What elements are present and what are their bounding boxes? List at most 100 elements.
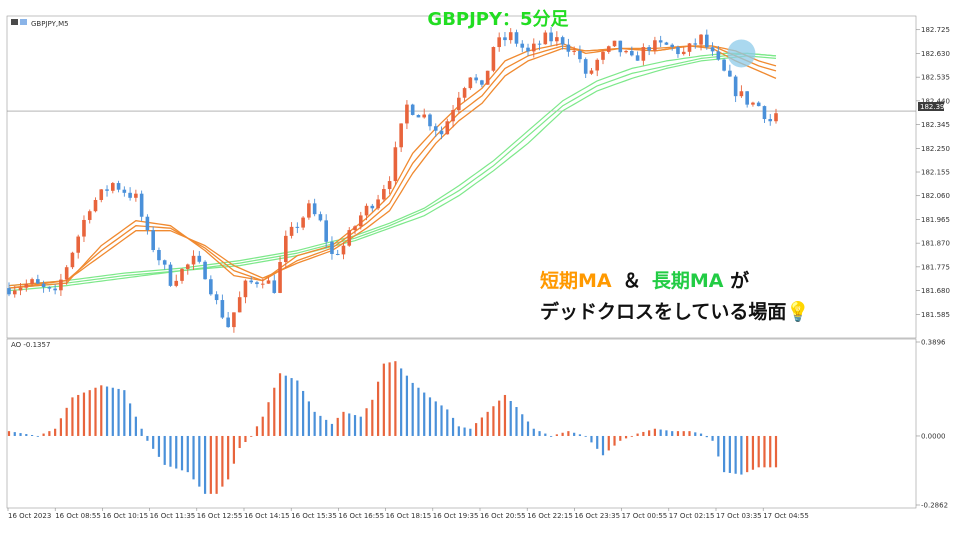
candle-bear bbox=[756, 102, 761, 107]
long-ma-line bbox=[8, 52, 777, 289]
candle-bull bbox=[24, 283, 29, 288]
candle-bull bbox=[612, 40, 617, 47]
candle-bear bbox=[318, 214, 323, 221]
ao-bar bbox=[13, 432, 16, 436]
ao-bar bbox=[630, 435, 633, 437]
candle-bear bbox=[214, 294, 219, 301]
ao-bar bbox=[417, 387, 420, 436]
price-tick-label: 182.725 bbox=[921, 26, 950, 34]
candle-bear bbox=[474, 77, 478, 81]
ao-bar bbox=[244, 435, 247, 442]
candle-bear bbox=[526, 47, 530, 52]
annotation-long-ma: 長期MA bbox=[652, 270, 724, 292]
current-price-label: 182.399 bbox=[920, 103, 949, 111]
candle-bear bbox=[514, 32, 519, 44]
ao-bar bbox=[203, 435, 207, 494]
candle-bull bbox=[87, 211, 92, 220]
time-tick-label: 16 Oct 23:35 bbox=[574, 512, 620, 520]
ao-bar bbox=[129, 403, 132, 436]
candle-bear bbox=[710, 47, 715, 52]
ao-bar bbox=[763, 435, 766, 468]
ao-bar bbox=[584, 435, 587, 437]
symbol-icon bbox=[11, 19, 18, 25]
time-tick-label: 17 Oct 02:15 bbox=[669, 512, 715, 520]
ao-bar bbox=[400, 368, 403, 436]
ao-bar bbox=[77, 394, 80, 436]
candle-bear bbox=[128, 192, 132, 198]
ao-bar bbox=[653, 428, 656, 436]
ao-bar bbox=[705, 435, 708, 438]
candle-bull bbox=[751, 102, 755, 105]
ao-bar bbox=[134, 416, 137, 436]
ao-bar bbox=[555, 434, 558, 436]
candles bbox=[7, 27, 778, 333]
ao-bar bbox=[25, 434, 28, 436]
ao-bar bbox=[117, 388, 120, 436]
price-tick-label: 181.680 bbox=[921, 287, 950, 295]
ao-bar bbox=[503, 394, 507, 436]
moving-averages bbox=[8, 42, 777, 292]
ao-tick-label: 0.0000 bbox=[921, 432, 946, 440]
ao-bar bbox=[722, 435, 726, 473]
ao-bar bbox=[486, 411, 489, 436]
ao-tick-label: -0.2862 bbox=[921, 502, 948, 510]
price-tick-label: 181.585 bbox=[921, 311, 950, 319]
ao-bar bbox=[405, 375, 409, 436]
ao-bar bbox=[423, 392, 426, 436]
candle-bull bbox=[358, 215, 363, 227]
ao-bar bbox=[746, 435, 749, 473]
ao-bar bbox=[267, 402, 270, 436]
time-tick-label: 16 Oct 16:55 bbox=[338, 512, 384, 520]
candle-bull bbox=[387, 181, 392, 190]
ao-bar bbox=[273, 387, 276, 436]
candle-bull bbox=[64, 267, 69, 280]
ao-bar bbox=[676, 431, 680, 436]
ao-bar bbox=[186, 435, 189, 473]
candle-bear bbox=[168, 264, 173, 286]
candle-bear bbox=[7, 288, 11, 295]
candle-bear bbox=[520, 43, 525, 48]
ao-bar bbox=[642, 431, 645, 436]
candle-bear bbox=[162, 260, 167, 265]
ao-bar bbox=[371, 399, 374, 436]
candle-bear bbox=[433, 126, 438, 131]
ao-bar bbox=[232, 435, 236, 464]
ao-bar bbox=[54, 428, 57, 436]
candle-bear bbox=[157, 249, 161, 261]
ao-bar bbox=[624, 435, 628, 439]
ao-bar bbox=[463, 427, 466, 436]
candle-bull bbox=[531, 43, 536, 52]
candle-bull bbox=[405, 104, 409, 124]
ao-bar bbox=[717, 435, 720, 457]
candle-bear bbox=[676, 47, 680, 55]
ao-bar bbox=[446, 409, 449, 436]
time-tick-label: 16 Oct 2023 bbox=[8, 512, 51, 520]
candle-bull bbox=[681, 51, 686, 55]
candle-bear bbox=[658, 40, 663, 43]
candle-bull bbox=[699, 34, 703, 45]
candle-bear bbox=[324, 220, 328, 242]
highlight bbox=[727, 39, 756, 68]
ao-bar bbox=[307, 401, 310, 436]
time-tick-label: 17 Oct 03:35 bbox=[716, 512, 762, 520]
ao-bar bbox=[198, 435, 201, 487]
candle-bull bbox=[30, 279, 34, 284]
ao-bar bbox=[769, 435, 772, 468]
candle-bear bbox=[635, 55, 640, 61]
candle-bear bbox=[330, 241, 334, 254]
ao-bar bbox=[359, 416, 362, 436]
ao-bar bbox=[88, 390, 91, 436]
current-price-box bbox=[918, 102, 944, 111]
candle-bear bbox=[480, 80, 484, 85]
candle-bear bbox=[704, 34, 709, 48]
candle-bull bbox=[462, 88, 467, 98]
candle-bull bbox=[12, 290, 17, 295]
candle-bull bbox=[376, 199, 380, 209]
ao-bar bbox=[578, 434, 582, 436]
candle-bear bbox=[203, 261, 207, 280]
time-tick-label: 16 Oct 11:35 bbox=[150, 512, 196, 520]
candle-bull bbox=[601, 51, 605, 60]
candle-bear bbox=[670, 44, 674, 48]
long-ma-line bbox=[8, 52, 777, 287]
candle-bear bbox=[122, 189, 127, 193]
